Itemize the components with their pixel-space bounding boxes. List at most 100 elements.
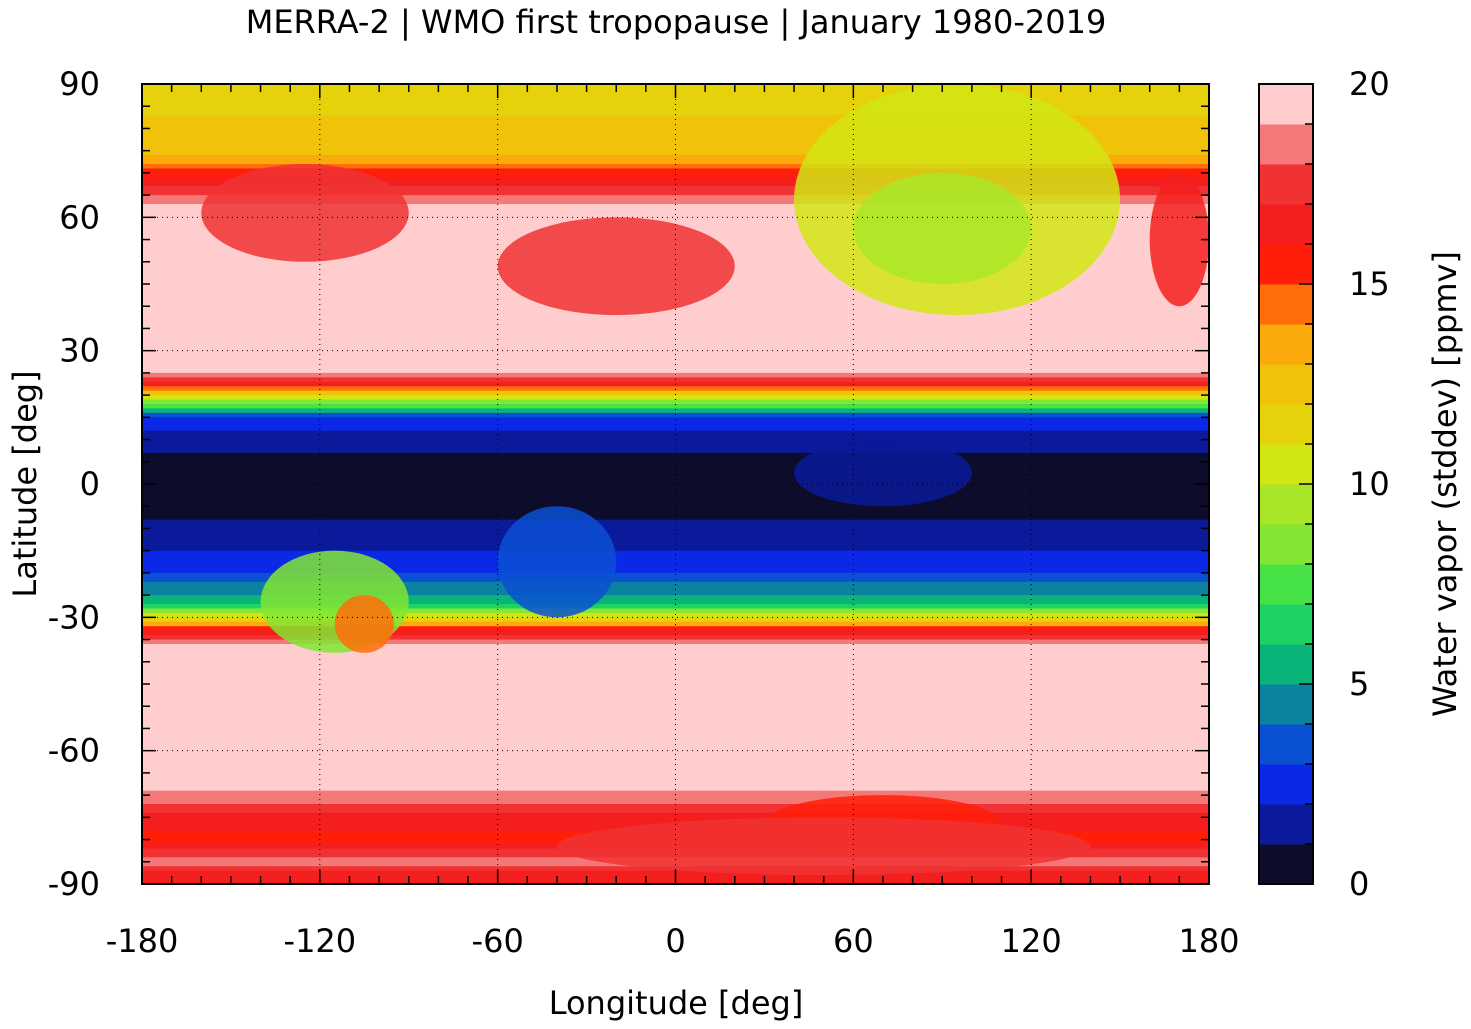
colorbar: 0 5 10 15 20 — [1258, 65, 1390, 903]
heatmap-band — [142, 528, 1209, 534]
x-tick-label: -180 — [106, 922, 179, 960]
heatmap-feature — [497, 217, 735, 316]
plot-grid — [142, 84, 1209, 884]
plot-frame — [141, 83, 1210, 885]
y-tick-label: 0 — [80, 465, 100, 503]
heatmap-band — [142, 732, 1209, 738]
heatmap-band — [142, 595, 1209, 601]
heatmap-band — [142, 128, 1209, 134]
heatmap-band — [142, 519, 1209, 525]
heatmap-band — [142, 719, 1209, 725]
heatmap-band — [142, 332, 1209, 338]
heatmap-band — [142, 812, 1209, 818]
heatmap-band — [142, 572, 1209, 578]
heatmap-band — [142, 310, 1209, 316]
colorbar-tick-label: 0 — [1349, 865, 1369, 903]
colorbar-levels — [1259, 84, 1313, 885]
colorbar-level — [1259, 564, 1313, 605]
heatmap-band — [142, 110, 1209, 116]
heatmap-band — [142, 515, 1209, 521]
y-tick-label: -90 — [48, 865, 100, 903]
heatmap-band — [142, 755, 1209, 761]
heatmap-band — [142, 146, 1209, 152]
heatmap-band — [142, 568, 1209, 574]
x-tick-label: 60 — [833, 922, 874, 960]
colorbar-level — [1259, 364, 1313, 405]
colorbar-level — [1259, 684, 1313, 725]
heatmap-band — [142, 124, 1209, 130]
heatmap-band — [142, 168, 1209, 174]
heatmap-band — [142, 506, 1209, 512]
colorbar-level — [1259, 84, 1313, 125]
colorbar-ticks — [1299, 83, 1313, 885]
heatmap-band — [142, 666, 1209, 672]
heatmap-band — [142, 412, 1209, 418]
colorbar-level — [1259, 204, 1313, 245]
heatmap-band — [142, 612, 1209, 618]
heatmap-band — [142, 510, 1209, 516]
heatmap-band — [142, 790, 1209, 796]
heatmap-band — [142, 324, 1209, 330]
colorbar-tick-label: 15 — [1349, 265, 1390, 303]
heatmap-band — [142, 190, 1209, 196]
heatmap-feature — [201, 164, 409, 262]
heatmap-band — [142, 199, 1209, 205]
y-tick-label: 60 — [59, 198, 100, 236]
heatmap-band — [142, 759, 1209, 765]
heatmap-band — [142, 386, 1209, 392]
heatmap-band — [142, 466, 1209, 472]
heatmap-band — [142, 670, 1209, 676]
chart-title: MERRA-2 | WMO first tropopause | January… — [246, 3, 1107, 41]
heatmap-band — [142, 786, 1209, 792]
colorbar-level — [1259, 604, 1313, 645]
heatmap-band — [142, 564, 1209, 570]
colorbar-level — [1259, 724, 1313, 765]
heatmap-band — [142, 795, 1209, 801]
heatmap-band — [142, 306, 1209, 312]
colorbar-tick-label: 20 — [1349, 65, 1390, 103]
heatmap-regional-features — [201, 84, 1209, 876]
colorbar-tick-label: 10 — [1349, 465, 1390, 503]
heatmap-feature — [334, 595, 394, 653]
heatmap-band — [142, 430, 1209, 436]
colorbar-level — [1259, 804, 1313, 845]
heatmap-feature — [556, 817, 1091, 876]
heatmap-band — [142, 692, 1209, 698]
y-tick-label: 90 — [59, 65, 100, 103]
heatmap-band — [142, 115, 1209, 121]
y-tick-label: -30 — [48, 598, 100, 636]
heatmap-band — [142, 772, 1209, 778]
y-tick-labels: -90 -60 -30 0 30 60 90 — [48, 65, 100, 903]
heatmap-band — [142, 319, 1209, 325]
heatmap-band — [142, 804, 1209, 810]
heatmap-band — [142, 586, 1209, 592]
heatmap-band — [142, 315, 1209, 321]
y-tick-label: -60 — [48, 732, 100, 770]
heatmap-band — [142, 550, 1209, 556]
heatmap-band — [142, 608, 1209, 614]
heatmap-band — [142, 635, 1209, 641]
x-tick-labels: -180 -120 -60 0 60 120 180 — [106, 922, 1240, 960]
heatmap-feature — [794, 439, 972, 507]
heatmap-band — [142, 746, 1209, 752]
heatmap-band — [142, 684, 1209, 690]
heatmap-band — [142, 715, 1209, 721]
heatmap-band — [142, 679, 1209, 685]
heatmap-feature — [497, 506, 617, 618]
x-tick-label: -60 — [472, 922, 524, 960]
colorbar-level — [1259, 764, 1313, 805]
heatmap-band — [142, 706, 1209, 712]
heatmap-band — [142, 155, 1209, 161]
heatmap-band — [142, 404, 1209, 410]
heatmap-band — [142, 724, 1209, 730]
heatmap-band — [142, 172, 1209, 178]
heatmap-band — [142, 195, 1209, 201]
heatmap-band — [142, 750, 1209, 756]
colorbar-level — [1259, 244, 1313, 285]
heatmap-band — [142, 368, 1209, 374]
axis-ticks — [141, 83, 1210, 885]
heatmap-band — [142, 435, 1209, 441]
heatmap-band — [142, 132, 1209, 138]
heatmap-band — [142, 212, 1209, 218]
heatmap-band — [142, 426, 1209, 432]
